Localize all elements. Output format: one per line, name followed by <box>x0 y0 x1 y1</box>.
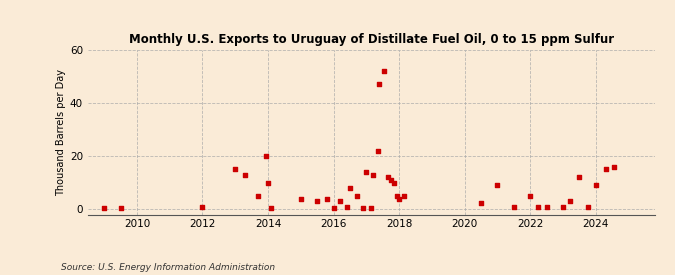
Point <box>366 206 377 210</box>
Point <box>197 204 208 209</box>
Point <box>524 194 535 198</box>
Point <box>533 204 544 209</box>
Point <box>115 206 126 210</box>
Point <box>263 180 273 185</box>
Point <box>344 186 355 190</box>
Point <box>492 183 503 188</box>
Point <box>374 82 385 86</box>
Point <box>558 204 568 209</box>
Point <box>367 172 378 177</box>
Point <box>382 175 393 180</box>
Point <box>358 206 369 210</box>
Point <box>389 180 400 185</box>
Point <box>321 196 332 201</box>
Y-axis label: Thousand Barrels per Day: Thousand Barrels per Day <box>55 68 65 196</box>
Point <box>582 204 593 209</box>
Point <box>99 206 109 210</box>
Point <box>541 204 552 209</box>
Point <box>392 194 403 198</box>
Point <box>373 148 383 153</box>
Point <box>240 172 250 177</box>
Point <box>266 206 277 210</box>
Point <box>328 206 339 210</box>
Point <box>591 183 601 188</box>
Point <box>342 204 352 209</box>
Point <box>399 194 410 198</box>
Point <box>379 68 389 73</box>
Point <box>476 200 487 205</box>
Point <box>600 167 611 171</box>
Point <box>252 194 263 198</box>
Point <box>296 196 306 201</box>
Point <box>335 199 346 204</box>
Point <box>564 199 575 204</box>
Point <box>608 164 619 169</box>
Title: Monthly U.S. Exports to Uruguay of Distillate Fuel Oil, 0 to 15 ppm Sulfur: Monthly U.S. Exports to Uruguay of Disti… <box>129 32 614 46</box>
Point <box>261 154 272 158</box>
Point <box>394 196 404 201</box>
Point <box>351 194 362 198</box>
Point <box>312 199 323 204</box>
Point <box>574 175 585 180</box>
Point <box>385 178 396 182</box>
Point <box>230 167 240 171</box>
Point <box>361 170 372 174</box>
Point <box>508 204 519 209</box>
Text: Source: U.S. Energy Information Administration: Source: U.S. Energy Information Administ… <box>61 263 275 272</box>
